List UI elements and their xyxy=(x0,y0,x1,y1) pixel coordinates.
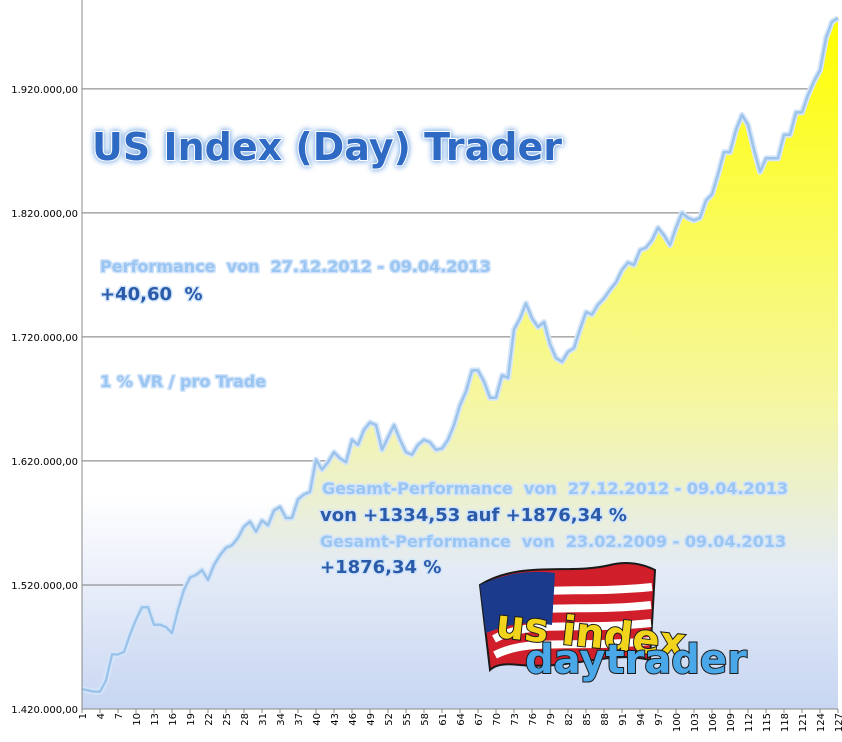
ticks: 1.420.000,00 1.520.000,00 1.620.000,00 1.72… xyxy=(11,85,842,732)
annotation: +40,60 % xyxy=(100,284,203,305)
x-tick-label: 28 xyxy=(240,713,251,726)
annotation: 1 % VR / pro Trade xyxy=(100,372,266,391)
annotation: Gesamt-Performance von 23.02.2009 - 09.0… xyxy=(320,532,786,551)
x-tick-label: 13 xyxy=(150,713,161,726)
x-tick-label: 40 xyxy=(312,713,323,726)
x-tick-label: 91 xyxy=(618,713,629,726)
x-tick-label: 118 xyxy=(780,713,791,732)
area-layer xyxy=(81,15,840,710)
x-tick-label: 61 xyxy=(438,713,449,726)
x-tick-label: 19 xyxy=(186,713,197,726)
annotation: von +1334,53 auf +1876,34 % xyxy=(320,505,627,526)
annotations: Performance von 27.12.2012 - 09.04.2013 +… xyxy=(99,256,790,580)
x-tick-label: 109 xyxy=(726,713,737,732)
area-fill xyxy=(82,18,838,710)
x-tick-label: 82 xyxy=(564,713,575,726)
x-tick-label: 79 xyxy=(546,713,557,726)
y-tick-label: 1.420.000,00 xyxy=(11,705,78,716)
x-tick-label: 55 xyxy=(402,713,413,726)
logo: us index daytrader xyxy=(478,561,748,684)
x-tick-label: 31 xyxy=(258,713,269,726)
x-tick-label: 58 xyxy=(420,713,431,726)
y-tick-label: 1.520.000,00 xyxy=(11,581,78,592)
x-tick-label: 4 xyxy=(96,713,107,719)
chart-title: US Index (Day) Trader xyxy=(92,125,562,169)
x-tick-label: 73 xyxy=(510,713,521,726)
x-tick-label: 100 xyxy=(672,713,683,732)
x-tick-label: 16 xyxy=(168,713,179,726)
x-tick-label: 127 xyxy=(834,713,842,732)
logo-text: daytrader xyxy=(525,637,747,683)
x-tick-label: 10 xyxy=(132,713,143,726)
x-tick-label: 97 xyxy=(654,713,665,726)
x-tick-label: 37 xyxy=(294,713,305,726)
x-tick-label: 52 xyxy=(384,713,395,726)
area-line xyxy=(81,17,839,693)
y-tick-label: 1.920.000,00 xyxy=(11,85,78,96)
x-tick-label: 7 xyxy=(114,713,125,719)
x-tick-label: 43 xyxy=(330,713,341,726)
x-tick-label: 124 xyxy=(816,713,827,732)
x-tick-label: 103 xyxy=(690,713,701,732)
x-tick-label: 25 xyxy=(222,713,233,726)
x-tick-label: 85 xyxy=(582,713,593,726)
x-tick-label: 94 xyxy=(636,713,647,726)
x-tick-label: 112 xyxy=(744,713,755,732)
annotation: Gesamt-Performance von 27.12.2012 - 09.0… xyxy=(322,479,788,498)
x-tick-label: 70 xyxy=(492,713,503,726)
flag-canton xyxy=(480,571,555,633)
x-tick-label: 49 xyxy=(366,713,377,726)
annotation: +1876,34 % xyxy=(320,557,441,578)
y-tick-label: 1.620.000,00 xyxy=(11,457,78,468)
x-tick-label: 115 xyxy=(762,713,773,732)
x-tick-label: 34 xyxy=(276,713,287,726)
x-tick-label: 121 xyxy=(798,713,809,732)
x-tick-label: 64 xyxy=(456,713,467,726)
x-tick-label: 88 xyxy=(600,713,611,726)
y-tick-label: 1.720.000,00 xyxy=(11,333,78,344)
annotation: Performance von 27.12.2012 - 09.04.2013 xyxy=(100,257,491,276)
x-tick-label: 46 xyxy=(348,713,359,726)
x-tick-label: 67 xyxy=(474,713,485,726)
x-tick-label: 22 xyxy=(204,713,215,726)
x-tick-label: 76 xyxy=(528,713,539,726)
flag-stripes xyxy=(490,583,653,659)
x-tick-label: 1 xyxy=(78,713,89,719)
y-tick-label: 1.820.000,00 xyxy=(11,209,78,220)
x-tick-label: 106 xyxy=(708,713,719,732)
